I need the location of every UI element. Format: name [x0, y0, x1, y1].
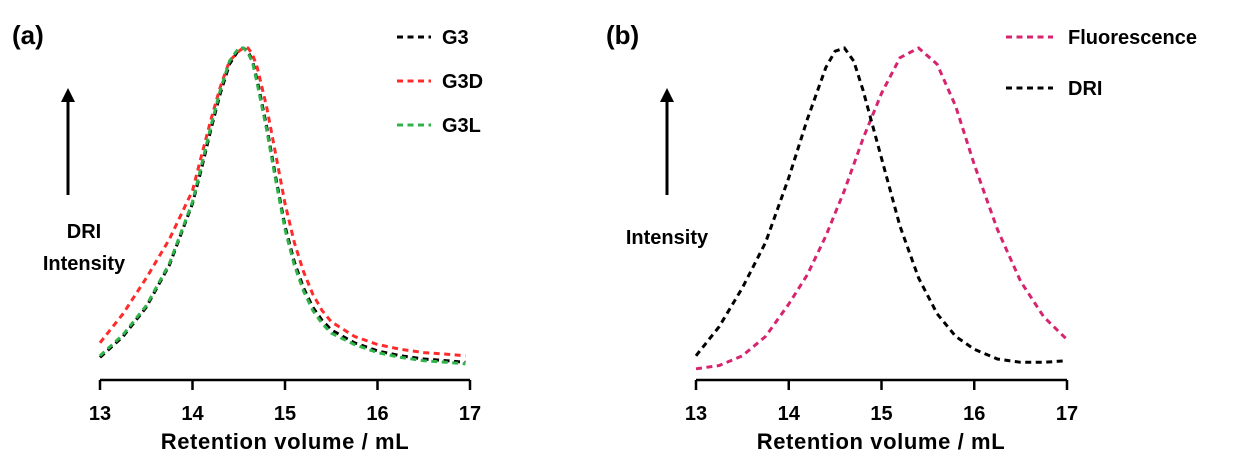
series-line-g3l	[98, 46, 466, 366]
x-tick-label: 16	[963, 403, 985, 425]
x-tick-label: 14	[181, 403, 204, 425]
chart-panel-b: (b) 13 14 15 16 17 Retention volume / mL Intens…	[606, 20, 1197, 454]
series-line-g3	[98, 46, 466, 364]
x-axis-label: Retention volume / mL	[161, 429, 410, 454]
y-axis-label: Intensity	[43, 253, 126, 275]
x-tick-label: 13	[89, 403, 111, 425]
y-axis-label: Intensity	[626, 227, 709, 249]
up-arrow-icon	[660, 88, 674, 102]
x-tick-label: 13	[685, 403, 707, 425]
chart-panel-a: (a) 13 14 15 16 17 Retention volume / mL DRI Int…	[12, 20, 483, 454]
up-arrow-icon	[61, 88, 75, 102]
series-line-dri	[694, 46, 1068, 364]
series-line-g3d	[98, 46, 466, 358]
x-tick-label: 15	[274, 403, 296, 425]
y-axis-label: DRI	[67, 221, 101, 243]
x-tick-label: 17	[459, 403, 481, 425]
x-tick-label: 17	[1056, 403, 1078, 425]
legend-label: DRI	[1068, 78, 1102, 100]
legend-label: G3L	[442, 115, 481, 137]
x-axis-label: Retention volume / mL	[757, 429, 1006, 454]
legend-label: G3D	[442, 71, 483, 93]
x-tick-label: 14	[778, 403, 801, 425]
panel-label-a: (a)	[12, 20, 44, 50]
x-tick-label: 15	[870, 403, 892, 425]
x-tick-label: 16	[366, 403, 388, 425]
legend-label: Fluorescence	[1068, 27, 1197, 49]
legend-label: G3	[442, 27, 469, 49]
series-line-fluorescence	[695, 46, 1069, 371]
panel-label-b: (b)	[606, 20, 639, 50]
